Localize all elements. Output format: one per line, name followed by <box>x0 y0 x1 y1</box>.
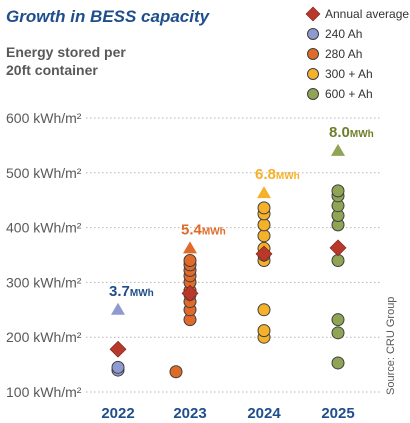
legend: Annual average 240 Ah 280 Ah 300 + Ah 600 + … <box>305 6 409 101</box>
capacity-unit-2025: MWh <box>350 129 374 140</box>
y-tick-label-600: 600 kWh/m² <box>6 110 82 126</box>
capacity-unit-2022: MWh <box>130 288 154 299</box>
capacity-marker-2023 <box>183 241 197 254</box>
y-tick-label-500: 500 kWh/m² <box>6 165 82 181</box>
x-tick-label-2024: 2024 <box>247 405 281 422</box>
data-points <box>109 184 347 379</box>
capacity-unit-2024: MWh <box>276 171 300 182</box>
annual-average-2025 <box>329 239 347 257</box>
capacity-unit-2023: MWh <box>202 226 226 237</box>
y-axis-tick-labels: 100 kWh/m² 200 kWh/m² 300 kWh/m² 400 kWh/m²… <box>6 110 82 400</box>
point-300-ah-2024-2 <box>257 324 271 338</box>
chart-subtitle-line-2: 20ft container <box>6 62 98 78</box>
point-280-ah-2023-11 <box>183 253 197 267</box>
point-600-ah-2025-3 <box>331 313 345 327</box>
legend-marker-280-ah <box>307 48 319 60</box>
point-300-ah-2024-10 <box>257 201 271 215</box>
capacity-label-2025: 8.0MWh <box>329 124 374 141</box>
legend-marker-240-ah <box>307 28 319 40</box>
point-300-ah-2024-3 <box>257 303 271 317</box>
capacity-label-2023: 5.4MWh <box>181 221 226 238</box>
capacity-marker-2022 <box>111 302 125 315</box>
capacity-label-2022: 3.7MWh <box>109 283 154 300</box>
legend-marker-annual-average <box>305 6 321 22</box>
point-600-ah-2025-1 <box>331 356 345 370</box>
capacity-value-2023: 5.4 <box>181 221 203 238</box>
point-600-ah-2025-9 <box>331 184 345 198</box>
y-tick-label-400: 400 kWh/m² <box>6 220 82 236</box>
point-600-ah-2025-2 <box>331 326 345 340</box>
y-tick-label-200: 200 kWh/m² <box>6 329 82 345</box>
capacity-value-2022: 3.7 <box>109 283 130 300</box>
annual-average-2023 <box>181 284 199 302</box>
gridlines <box>86 117 382 393</box>
x-axis-tick-labels: 2022 2023 2024 2025 <box>101 405 354 422</box>
legend-label-annual-average: Annual average <box>325 7 409 21</box>
annual-average-2022 <box>109 340 127 358</box>
capacity-label-2024: 6.8MWh <box>255 166 300 183</box>
x-tick-label-2022: 2022 <box>101 405 134 422</box>
x-tick-label-2025: 2025 <box>321 405 354 422</box>
legend-marker-300-ah <box>307 68 319 80</box>
chart-subtitle-line-1: Energy stored per <box>6 44 126 60</box>
point-300-ah-2024-7 <box>257 229 271 243</box>
x-tick-label-2023: 2023 <box>173 405 206 422</box>
chart-title: Growth in BESS capacity <box>6 7 211 26</box>
point-280-ah-2023-1 <box>169 365 183 379</box>
annual-average-2024 <box>255 245 273 263</box>
point-300-ah-2024-8 <box>257 218 271 232</box>
legend-label-280-ah: 280 Ah <box>325 47 362 61</box>
legend-marker-600-ah <box>307 88 319 100</box>
source-label: Source: CRU Group <box>385 297 397 395</box>
point-240-ah-2022-2 <box>111 360 125 374</box>
legend-label-240-ah: 240 Ah <box>325 27 362 41</box>
capacity-value-2025: 8.0 <box>329 124 350 141</box>
y-tick-label-100: 100 kWh/m² <box>6 384 82 400</box>
legend-label-300-ah: 300 + Ah <box>325 67 373 81</box>
capacity-marker-2024 <box>257 186 271 199</box>
capacity-marker-2025 <box>331 143 345 156</box>
capacity-value-2024: 6.8 <box>255 166 276 183</box>
y-tick-label-300: 300 kWh/m² <box>6 274 82 290</box>
legend-label-600-ah: 600 + Ah <box>325 87 373 101</box>
